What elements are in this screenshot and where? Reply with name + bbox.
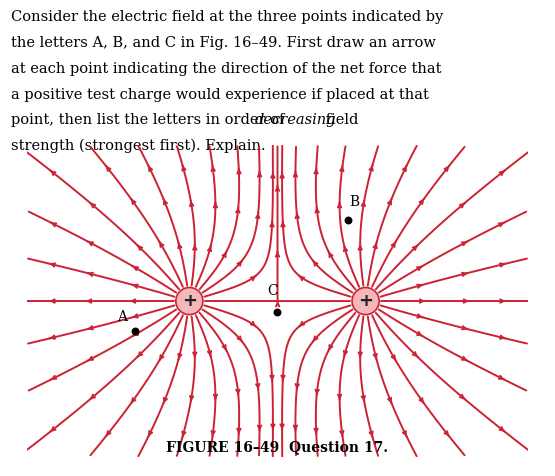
Point [273,308,282,316]
Text: Consider the electric field at the three points indicated by: Consider the electric field at the three… [11,10,443,24]
Text: a positive test charge would experience if placed at that: a positive test charge would experience … [11,88,429,101]
Circle shape [176,288,203,315]
Point [344,216,352,224]
Text: strength (strongest first). Explain.: strength (strongest first). Explain. [11,139,266,153]
Circle shape [352,288,379,315]
Text: decreasing: decreasing [255,113,336,127]
Text: the letters A, B, and C in Fig. 16–49. First draw an arrow: the letters A, B, and C in Fig. 16–49. F… [11,36,436,50]
Text: FIGURE 16–49  Question 17.: FIGURE 16–49 Question 17. [166,440,388,454]
Text: A: A [117,310,127,324]
Text: B: B [350,195,360,209]
Text: field: field [321,113,359,127]
Text: +: + [182,292,197,310]
Text: at each point indicating the direction of the net force that: at each point indicating the direction o… [11,62,442,76]
Text: point, then list the letters in order of: point, then list the letters in order of [11,113,289,127]
Text: +: + [358,292,373,310]
Text: C: C [267,284,278,298]
Point [131,327,140,335]
